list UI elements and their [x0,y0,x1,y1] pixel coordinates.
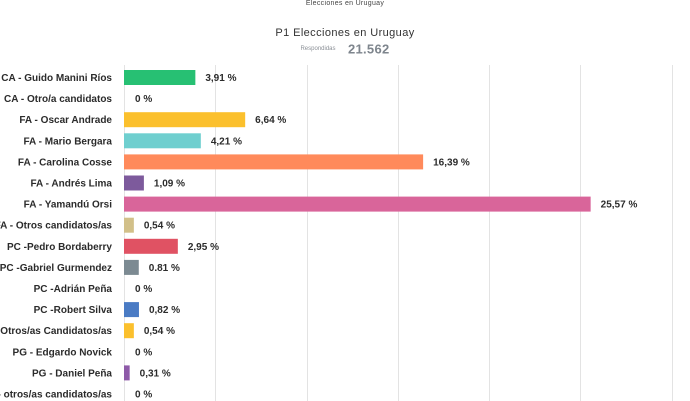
category-label: PG - Edgardo Novick [13,347,113,358]
bar [124,302,139,318]
category-label: FA - Mario Bergara [23,136,112,147]
value-label: 0.81 % [149,263,180,274]
category-label: PC -Otros/as Candidatos/as [0,326,112,337]
category-label: CA - Guido Manini Ríos [1,73,112,84]
bar [124,70,196,85]
value-label: 25,57 % [601,200,638,211]
value-label: 0 % [135,284,152,295]
bar [124,217,134,233]
category-label: PC -Gabriel Gurmendez [0,263,112,274]
category-label: FA - Andrés Lima [31,179,113,190]
top-title: Elecciones en Uruguay [305,0,385,7]
category-label: PG - Daniel Peña [32,368,112,379]
category-label: FA - Carolina Cosse [18,157,113,168]
value-label: 0,82 % [149,305,180,316]
value-label: 0,54 % [144,221,175,232]
value-label: 0 % [135,94,152,105]
category-label: PG - otros/as candidatos/as [0,390,112,401]
category-label: PC -Pedro Bordaberry [7,242,112,253]
bar [124,112,246,128]
responses-summary: Respondidas 21.562 [0,40,690,58]
value-label: 16,39 % [433,157,470,168]
bar [124,259,139,275]
value-label: 1,09 % [154,179,185,190]
responses-value: 21.562 [347,41,390,57]
bar [124,133,201,149]
value-label: 0 % [135,347,152,358]
value-label: 4,21 % [211,136,242,147]
responses-label: Respondidas [300,45,336,52]
category-label: FA - Otros candidatos/as [0,221,112,232]
value-label: 6,64 % [255,115,286,126]
bar [124,323,134,339]
category-label: PC -Robert Silva [34,305,113,316]
bar [124,154,424,170]
bar [124,238,178,254]
category-label: PC -Adrián Peña [34,284,113,295]
value-label: 0,54 % [144,326,175,337]
value-label: 2,95 % [188,242,219,253]
chart-title: P1 Elecciones en Uruguay [275,27,415,39]
value-label: 0 % [135,390,152,401]
category-label: FA - Yamandú Orsi [24,200,113,211]
bar [124,196,591,212]
category-label: FA - Oscar Andrade [19,115,112,126]
bar [124,365,130,381]
category-label: CA - Otro/a candidatos [4,94,112,105]
value-label: 3,91 % [205,73,236,84]
value-label: 0,31 % [140,368,171,379]
bar [124,175,144,191]
